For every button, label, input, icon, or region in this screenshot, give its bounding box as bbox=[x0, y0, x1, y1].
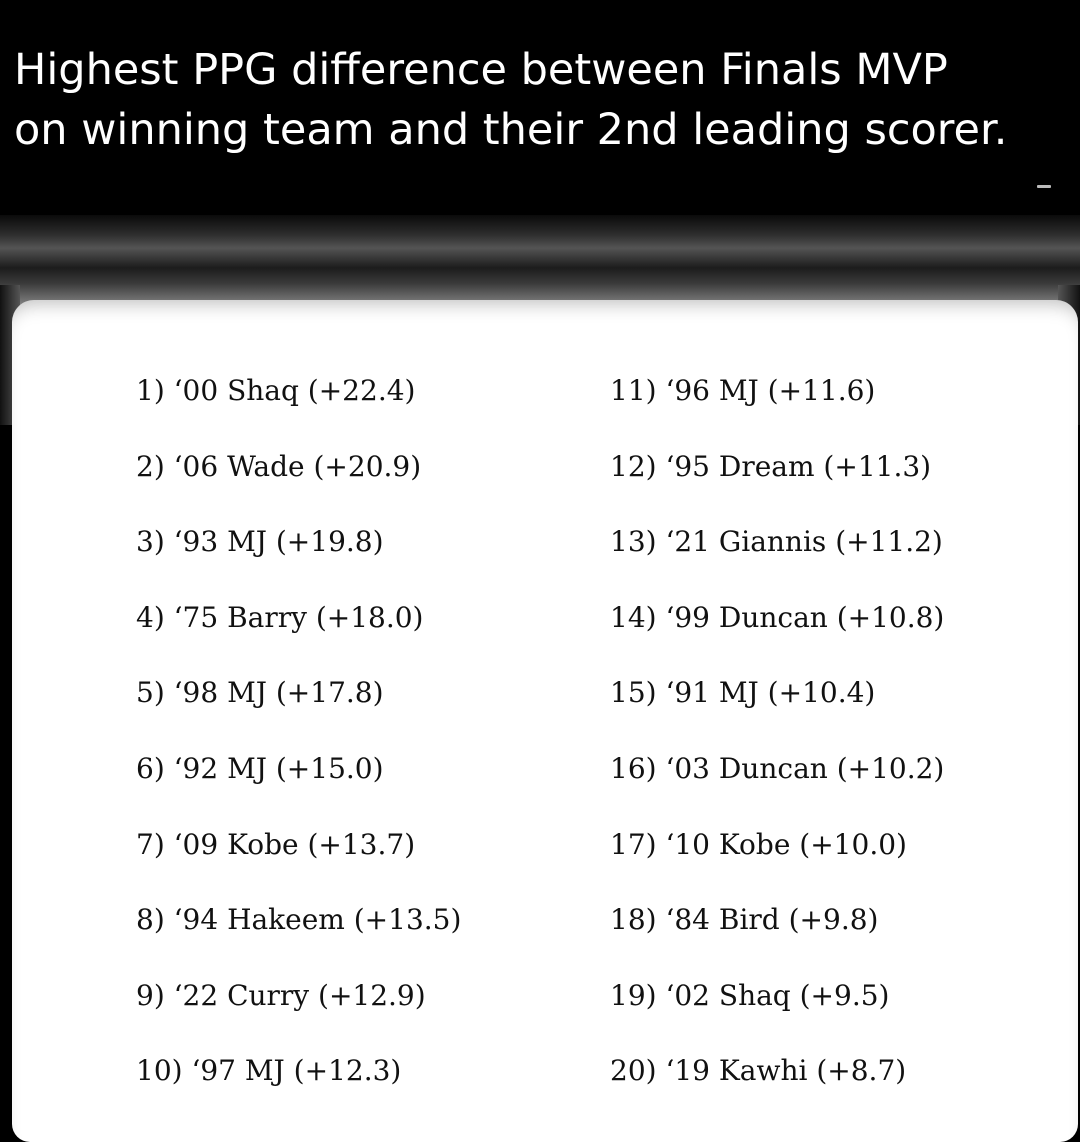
ranking-item: 20) ‘19 Kawhi (+8.7) bbox=[610, 1054, 907, 1088]
ranking-item: 13) ‘21 Giannis (+11.2) bbox=[610, 525, 943, 559]
ranking-item: 19) ‘02 Shaq (+9.5) bbox=[610, 978, 890, 1012]
ranking-item: 4) ‘75 Barry (+18.0) bbox=[136, 600, 424, 634]
ranking-item: 3) ‘93 MJ (+19.8) bbox=[136, 525, 384, 559]
ranking-item: 8) ‘94 Hakeem (+13.5) bbox=[136, 903, 462, 937]
ranking-item: 9) ‘22 Curry (+12.9) bbox=[136, 978, 426, 1012]
ranking-item: 14) ‘99 Duncan (+10.8) bbox=[610, 600, 945, 634]
ranking-item: 2) ‘06 Wade (+20.9) bbox=[136, 449, 422, 483]
ranking-item: 15) ‘91 MJ (+10.4) bbox=[610, 676, 876, 710]
rankings-card: 1) ‘00 Shaq (+22.4) 2) ‘06 Wade (+20.9) … bbox=[12, 300, 1078, 1142]
ranking-item: 16) ‘03 Duncan (+10.2) bbox=[610, 751, 945, 785]
decorative-mark bbox=[1037, 185, 1051, 188]
rankings-right-column: 11) ‘96 MJ (+11.6) 12) ‘95 Dream (+11.3)… bbox=[610, 376, 944, 1132]
headline-line-2: on winning team and their 2nd leading sc… bbox=[14, 105, 1008, 155]
ranking-item: 7) ‘09 Kobe (+13.7) bbox=[136, 827, 416, 861]
ranking-item: 6) ‘92 MJ (+15.0) bbox=[136, 751, 384, 785]
ranking-item: 17) ‘10 Kobe (+10.0) bbox=[610, 827, 907, 861]
ranking-item: 1) ‘00 Shaq (+22.4) bbox=[136, 374, 416, 407]
ranking-item: 11) ‘96 MJ (+11.6) bbox=[610, 374, 876, 407]
ranking-item: 18) ‘84 Bird (+9.8) bbox=[610, 903, 879, 937]
ranking-item: 5) ‘98 MJ (+17.8) bbox=[136, 676, 384, 710]
ranking-item: 10) ‘97 MJ (+12.3) bbox=[136, 1054, 402, 1088]
headline: Highest PPG difference between Finals MV… bbox=[14, 40, 1080, 160]
ranking-item: 12) ‘95 Dream (+11.3) bbox=[610, 449, 932, 483]
headline-line-1: Highest PPG difference between Finals MV… bbox=[14, 45, 948, 95]
rankings-left-column: 1) ‘00 Shaq (+22.4) 2) ‘06 Wade (+20.9) … bbox=[136, 376, 461, 1132]
